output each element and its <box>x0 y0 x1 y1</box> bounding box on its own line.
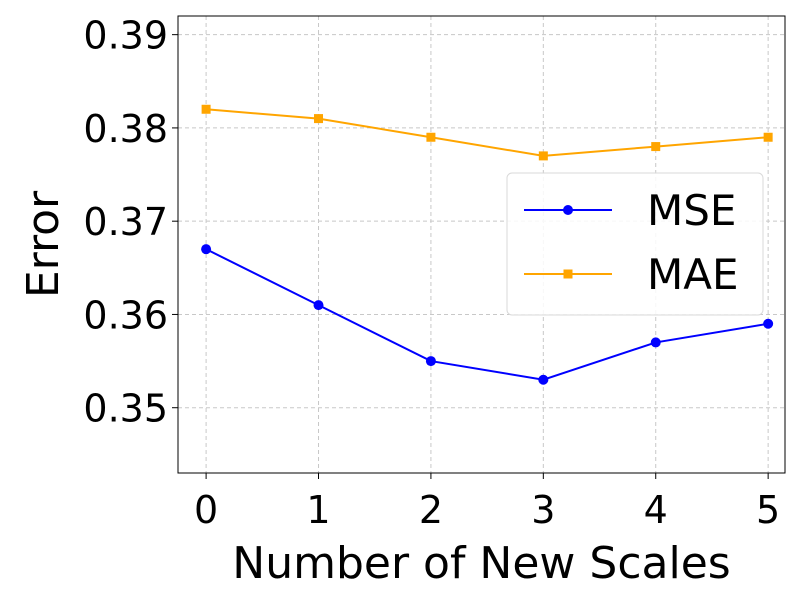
y-axis-label: Error <box>18 190 69 298</box>
x-tick-label: 4 <box>644 488 668 532</box>
mse-point <box>763 318 774 329</box>
grid-lines <box>178 16 785 473</box>
mse-line <box>205 248 769 381</box>
x-tick-label: 3 <box>531 488 555 532</box>
mae-point <box>201 104 211 114</box>
legend-label: MSE <box>647 186 736 235</box>
x-tick-label: 0 <box>194 488 218 532</box>
legend-label: MAE <box>647 250 739 299</box>
x-tick-label: 5 <box>756 488 780 532</box>
mse-point <box>425 356 436 367</box>
x-axis-label: Number of New Scales <box>232 538 730 589</box>
mse-point <box>650 337 661 348</box>
y-tick-label: 0.39 <box>83 14 168 58</box>
legend-item-mae: MAE <box>524 250 739 299</box>
series-mae <box>201 104 773 161</box>
y-tick-label: 0.35 <box>83 387 168 431</box>
y-tick-label: 0.38 <box>83 107 168 151</box>
x-tick-label: 2 <box>419 488 443 532</box>
legend-item-mse: MSE <box>524 186 736 235</box>
series-mse <box>201 244 774 385</box>
mae-point <box>314 114 324 124</box>
x-tick-label: 1 <box>306 488 330 532</box>
mae-line <box>206 108 769 157</box>
mae-point <box>651 142 661 152</box>
series-layer <box>201 104 774 385</box>
x-axis-ticks: 0 1 2 3 4 5 <box>194 473 780 532</box>
legend-marker <box>563 205 573 215</box>
mse-point <box>313 300 324 311</box>
legend: MSE MAE <box>506 172 764 316</box>
mse-point <box>538 374 549 385</box>
mae-point <box>426 132 436 142</box>
mse-point <box>201 244 212 255</box>
mae-point <box>763 132 773 142</box>
mae-point <box>538 151 548 161</box>
legend-marker <box>563 269 573 279</box>
y-tick-label: 0.37 <box>83 200 168 244</box>
plot-area-frame <box>177 15 786 474</box>
y-tick-label: 0.36 <box>83 293 168 337</box>
y-axis-ticks: 0.35 0.36 0.37 0.38 0.39 <box>83 14 178 431</box>
